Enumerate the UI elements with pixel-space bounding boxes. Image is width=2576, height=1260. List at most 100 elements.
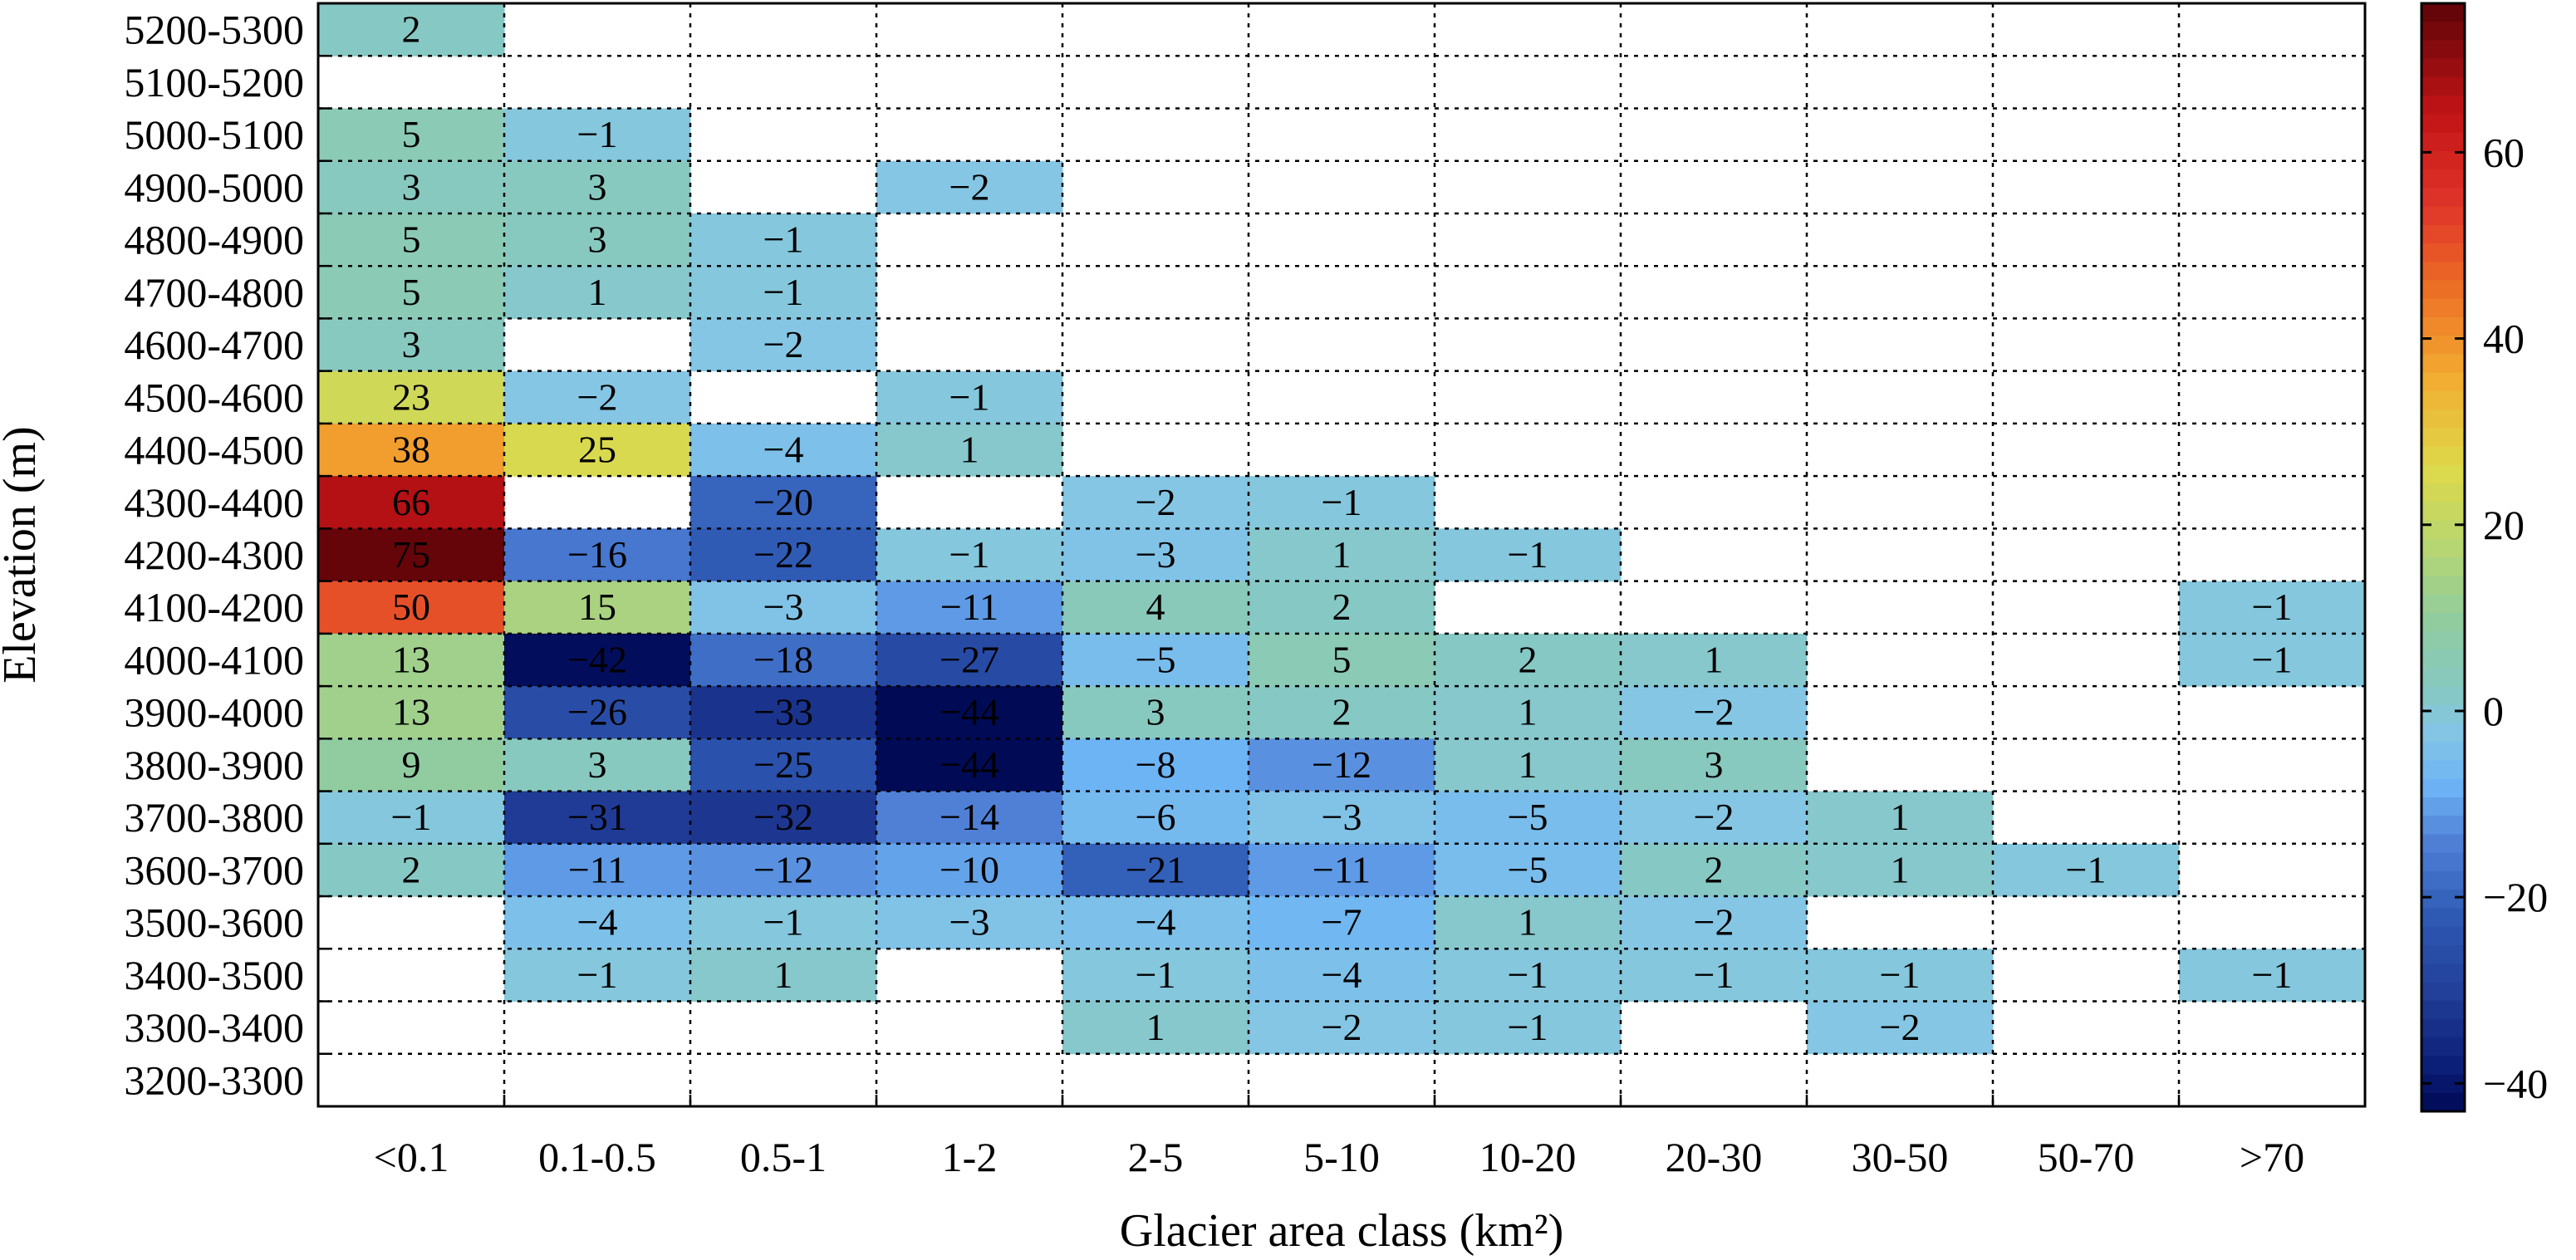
colorbar-segment	[2421, 1092, 2465, 1112]
colorbar-segment	[2421, 3, 2465, 22]
colorbar-tick-label: −40	[2483, 1060, 2548, 1106]
heatmap-cell	[1435, 843, 1622, 897]
heatmap-cell	[1062, 896, 1249, 949]
heatmap-cell	[504, 896, 691, 949]
heatmap-cell	[1621, 791, 1808, 845]
heatmap-cell	[1249, 528, 1435, 582]
cell-value-label: −3	[1322, 796, 1362, 838]
y-tick-label: 5000-5100	[124, 111, 304, 158]
cell-value-label: 5	[402, 271, 421, 313]
heatmap-cell	[876, 370, 1063, 424]
x-tick-label: 20-30	[1666, 1134, 1763, 1180]
heatmap-cell	[504, 633, 691, 687]
cell-value-label: 1	[1891, 796, 1910, 838]
cell-value-label: −4	[577, 901, 618, 944]
cell-value-label: −32	[753, 796, 813, 838]
cell-value-label: 3	[1705, 743, 1724, 786]
heatmap-cells	[318, 3, 2366, 1055]
heatmap-cell	[1062, 949, 1249, 1003]
cell-value-label: −25	[753, 743, 813, 786]
x-tick-label: 5-10	[1303, 1134, 1380, 1180]
cell-value-label: −2	[577, 375, 618, 418]
y-tick-label: 4900-5000	[124, 164, 304, 210]
cell-value-label: 5	[402, 113, 421, 155]
colorbar-segment	[2421, 372, 2465, 392]
heatmap-cell	[318, 528, 505, 582]
heatmap-cell	[1062, 843, 1249, 897]
y-tick-label: 3600-3700	[124, 846, 304, 893]
cell-value-label: 9	[402, 743, 421, 786]
heatmap-cell	[1435, 791, 1622, 845]
heatmap-cell	[876, 791, 1063, 845]
colorbar-segment	[2421, 409, 2465, 429]
colorbar-segment	[2421, 797, 2465, 816]
heatmap-cell	[1621, 738, 1808, 792]
cell-value-label: −27	[940, 638, 999, 680]
colorbar-segment	[2421, 280, 2465, 300]
heatmap-cell	[690, 423, 877, 477]
heatmap-cell	[1621, 843, 1808, 897]
heatmap-cell	[1435, 528, 1622, 582]
colorbar-segment	[2421, 243, 2465, 262]
colorbar-segment	[2421, 76, 2465, 96]
colorbar-segment	[2421, 1018, 2465, 1038]
cell-value-label: −1	[1880, 954, 1921, 996]
heatmap-cell	[1807, 949, 1994, 1003]
cell-value-label: −1	[2252, 638, 2293, 680]
cell-value-label: −44	[940, 743, 999, 786]
axis-ticks	[316, 2, 2367, 1108]
cell-value-label: −1	[577, 954, 618, 996]
y-tick-label: 4100-4200	[124, 584, 304, 630]
x-tick-label: 10-20	[1479, 1134, 1577, 1180]
cell-value-label: −11	[940, 586, 999, 628]
heatmap-cell	[1062, 738, 1249, 792]
colorbar-segment	[2421, 390, 2465, 410]
colorbar-segment	[2421, 316, 2465, 336]
cell-value-label: −1	[2066, 848, 2107, 890]
y-tick-label: 3900-4000	[124, 689, 304, 736]
cell-value-label: −1	[1508, 1006, 1548, 1048]
heatmap-cell	[1062, 1001, 1249, 1055]
cell-value-label: 23	[392, 375, 430, 418]
heatmap-cell	[690, 843, 877, 897]
cell-value-label: 1	[1519, 901, 1538, 944]
colorbar	[2420, 2, 2466, 1113]
colorbar-segment	[2421, 169, 2465, 189]
heatmap-cell	[876, 528, 1063, 582]
colorbar-segment	[2421, 816, 2465, 836]
cell-value-label: −33	[753, 691, 813, 733]
cell-value-label: 2	[1332, 586, 1352, 628]
cell-value-label: −21	[1126, 848, 1185, 890]
cell-value-label: −3	[1136, 533, 1176, 576]
heatmap-cell	[318, 738, 505, 792]
cell-value-label: 3	[402, 323, 421, 365]
heatmap-cell	[690, 528, 877, 582]
cell-value-label: 1	[588, 271, 607, 313]
heatmap-cell	[2179, 633, 2366, 687]
colorbar-segment	[2421, 650, 2465, 669]
heatmap-cell	[690, 581, 877, 635]
y-tick-label: 4300-4400	[124, 479, 304, 526]
colorbar-segment	[2421, 908, 2465, 928]
x-tick-label: 50-70	[2038, 1134, 2135, 1180]
colorbar-segment	[2421, 926, 2465, 946]
colorbar-segment	[2421, 668, 2465, 688]
heatmap-cell	[504, 581, 691, 635]
colorbar-tick-label: 40	[2483, 316, 2524, 362]
heatmap-cell	[690, 949, 877, 1003]
cell-value-label: −11	[1313, 848, 1371, 890]
colorbar-segment	[2421, 704, 2465, 724]
colorbar-segment	[2421, 760, 2465, 780]
heatmap-cell	[1249, 738, 1435, 792]
x-tick-labels: <0.1 0.1-0.5 0.5-1 1-2 2-5 5-10 10-20 20-30 30-5…	[374, 1134, 2304, 1180]
colorbar-segment	[2421, 206, 2465, 226]
colorbar-segment	[2421, 852, 2465, 872]
cell-value-label: 3	[1146, 691, 1165, 733]
heatmap-cell	[876, 423, 1063, 477]
cell-value-label: −10	[940, 848, 999, 890]
colorbar-segment	[2421, 538, 2465, 558]
colorbar-segment	[2421, 298, 2465, 318]
colorbar-segment	[2421, 686, 2465, 706]
cell-value-label: −4	[1322, 954, 1362, 996]
heatmap-cell	[318, 318, 505, 372]
